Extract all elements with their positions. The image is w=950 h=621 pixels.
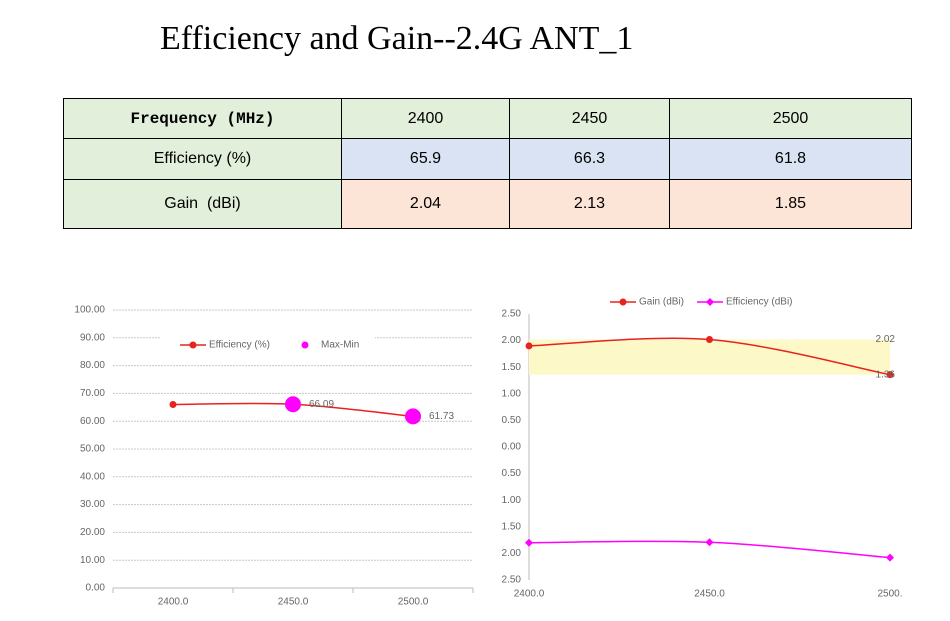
data-label: 66.09 bbox=[309, 399, 334, 410]
marker bbox=[705, 538, 714, 547]
row-label: Gain (dBi) bbox=[63, 179, 342, 229]
marker bbox=[405, 408, 421, 425]
highlight-band bbox=[529, 339, 890, 375]
x-tick-label: 2450.0 bbox=[278, 597, 309, 608]
header-cell: 2500 bbox=[669, 98, 912, 139]
legend-label: Gain (dBi) bbox=[639, 297, 684, 308]
legend-label: Efficiency (dBi) bbox=[726, 297, 793, 308]
y-tick-label: 1.00 bbox=[502, 495, 522, 506]
cell: 2.13 bbox=[509, 179, 670, 229]
row: Efficiency (%) 65.9 66.3 61.8 bbox=[63, 138, 912, 180]
header-row: Frequency (MHz) 2400 2450 2500 bbox=[63, 98, 912, 139]
marker bbox=[706, 336, 713, 344]
y-tick-label: 90.00 bbox=[80, 332, 105, 343]
x-tick-label: 2450.0 bbox=[694, 589, 725, 600]
cell: 1.85 bbox=[669, 179, 912, 229]
marker bbox=[169, 401, 177, 409]
y-tick-label: 2.50 bbox=[502, 575, 522, 586]
legend-label: Efficiency (%) bbox=[209, 340, 270, 351]
y-tick-label: 2.50 bbox=[502, 309, 522, 320]
legend-marker bbox=[189, 341, 197, 349]
title: Efficiency and Gain--2.4G ANT_1 bbox=[160, 20, 634, 57]
cell: 65.9 bbox=[341, 138, 510, 180]
y-tick-label: 100.00 bbox=[74, 305, 105, 316]
marker bbox=[525, 538, 533, 547]
y-tick-label: 50.00 bbox=[80, 444, 105, 455]
header-cell: 2450 bbox=[509, 98, 670, 139]
x-tick-label: 2400.0 bbox=[158, 597, 189, 608]
y-tick-label: 20.00 bbox=[80, 527, 105, 538]
y-tick-label: 40.00 bbox=[80, 471, 105, 482]
legend-marker bbox=[619, 298, 627, 306]
legend-marker bbox=[301, 341, 309, 349]
y-tick-label: 70.00 bbox=[80, 388, 105, 399]
marker bbox=[285, 396, 301, 413]
y-tick-label: 1.50 bbox=[502, 521, 522, 532]
marker bbox=[886, 553, 894, 562]
y-tick-label: 0.00 bbox=[502, 442, 522, 453]
data-label: 1.36 bbox=[876, 369, 896, 380]
y-tick-label: 2.00 bbox=[502, 335, 522, 346]
marker bbox=[525, 342, 533, 350]
x-tick-label: 2500. bbox=[877, 589, 902, 600]
marker bbox=[886, 371, 894, 379]
y-tick-label: 0.50 bbox=[502, 468, 522, 479]
cell: 66.3 bbox=[509, 138, 670, 180]
data-label: 2.02 bbox=[876, 334, 896, 345]
y-tick-label: 1.50 bbox=[502, 362, 522, 373]
header-cell: Frequency (MHz) bbox=[63, 98, 342, 139]
data-label: 61.73 bbox=[429, 411, 454, 422]
y-tick-label: 60.00 bbox=[80, 416, 105, 427]
y-tick-label: 0.50 bbox=[502, 415, 522, 426]
x-tick-label: 2500.0 bbox=[398, 597, 429, 608]
row: Gain (dBi) 2.04 2.13 1.85 bbox=[63, 179, 912, 229]
legend-marker bbox=[706, 298, 714, 306]
y-tick-label: 0.00 bbox=[86, 583, 106, 594]
cell: 2.04 bbox=[341, 179, 510, 229]
data-table: Frequency (MHz) 2400 2450 2500 Efficienc… bbox=[63, 98, 912, 229]
legend-label: Max-Min bbox=[321, 340, 359, 351]
y-tick-label: 30.00 bbox=[80, 499, 105, 510]
cell: 61.8 bbox=[669, 138, 912, 180]
y-tick-label: 2.00 bbox=[502, 548, 522, 559]
y-tick-label: 10.00 bbox=[80, 555, 105, 566]
y-tick-label: 1.00 bbox=[502, 388, 522, 399]
y-tick-label: 80.00 bbox=[80, 360, 105, 371]
row-label: Efficiency (%) bbox=[63, 138, 342, 180]
x-tick-label: 2400.0 bbox=[514, 589, 545, 600]
